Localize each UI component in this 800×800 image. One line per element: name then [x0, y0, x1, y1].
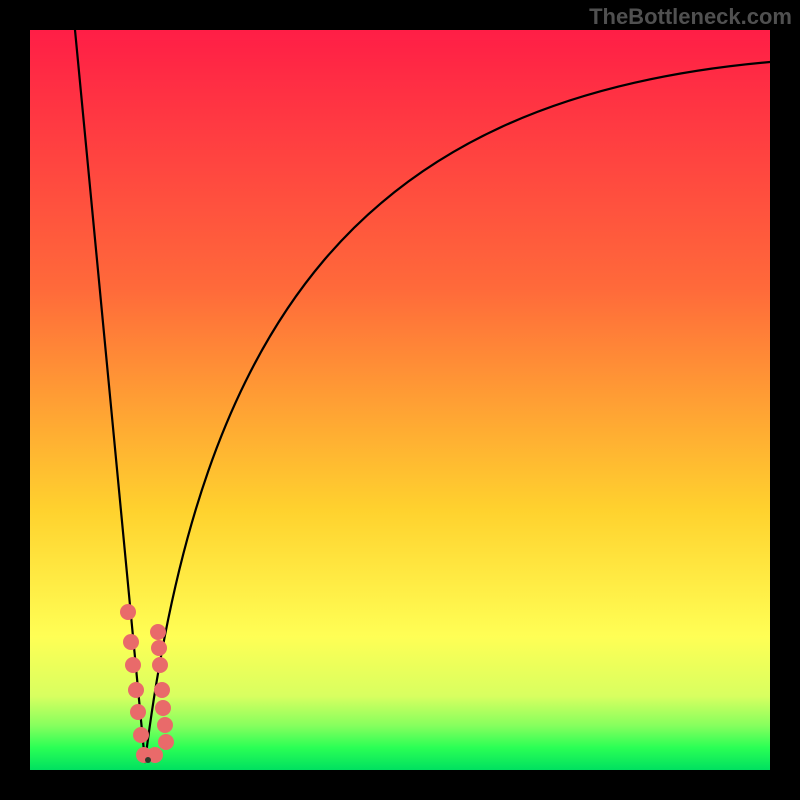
chart-plot-area	[30, 30, 770, 770]
watermark-text: TheBottleneck.com	[589, 4, 792, 30]
